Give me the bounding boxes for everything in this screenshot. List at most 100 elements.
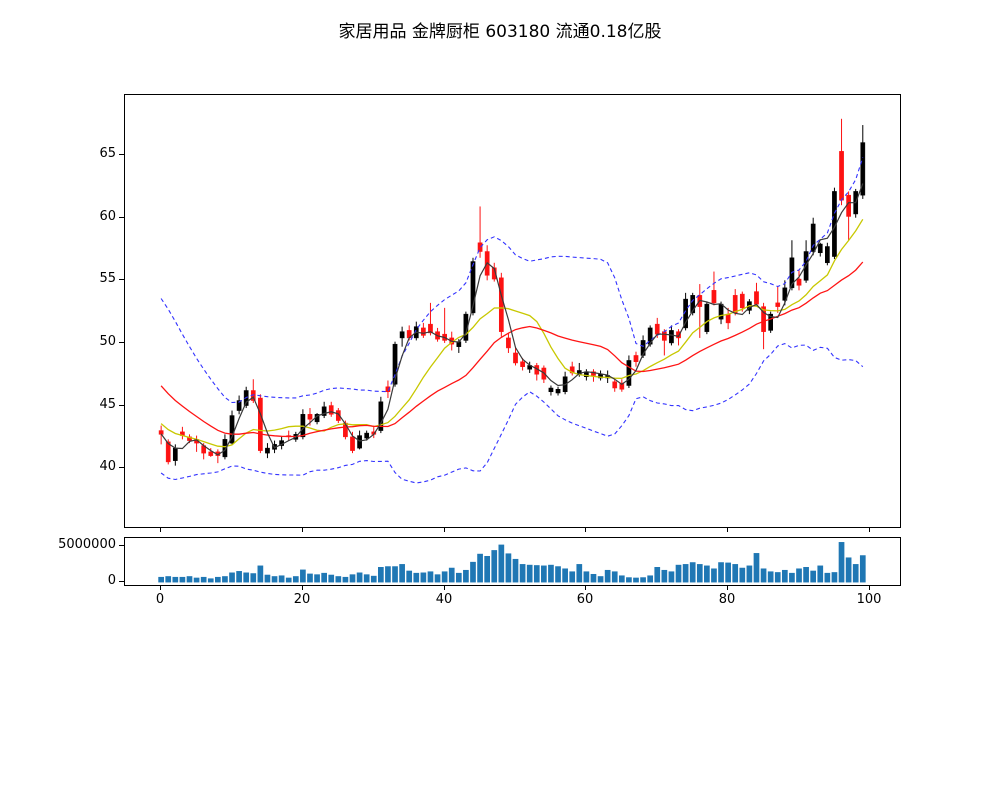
x-tick-label: 0 — [155, 592, 165, 607]
candle-body — [690, 295, 696, 314]
candle-body — [704, 303, 710, 332]
candle-body — [335, 410, 341, 421]
candle-body — [612, 381, 618, 389]
x-tick-mark — [302, 585, 303, 590]
volume-bar — [661, 569, 668, 583]
volume-bar — [548, 564, 554, 583]
volume-bar — [378, 567, 384, 583]
price-xtick-mark — [444, 527, 445, 532]
volume-bar — [760, 568, 767, 583]
volume-bar — [463, 569, 469, 583]
x-tick-mark — [585, 585, 586, 590]
bollinger-upper-line — [160, 157, 864, 404]
candle-body — [591, 371, 596, 376]
volume-bar — [852, 564, 859, 583]
volume-bar — [342, 576, 349, 583]
volume-bar — [385, 566, 391, 583]
volume-bar — [179, 576, 186, 583]
volume-bar — [725, 562, 731, 583]
candle-body — [520, 361, 525, 367]
candle-body — [661, 331, 667, 341]
volume-tick-mark — [119, 545, 124, 546]
volume-bar — [633, 577, 639, 583]
price-panel — [124, 94, 901, 528]
x-tick-mark — [727, 585, 728, 590]
candle-body — [470, 261, 476, 314]
volume-bar — [420, 572, 427, 583]
x-tick-label: 80 — [718, 592, 736, 607]
candle-body — [768, 313, 774, 331]
volume-bar — [689, 562, 696, 583]
volume-bar — [207, 578, 214, 583]
candle-body — [782, 287, 788, 301]
candle-body — [754, 291, 759, 305]
volume-bar — [264, 574, 271, 583]
candle-body — [548, 387, 554, 393]
candle-body — [775, 302, 781, 307]
candle-body — [732, 295, 738, 314]
candle-body — [839, 151, 844, 201]
volume-bar — [810, 570, 817, 583]
volume-bar — [158, 576, 164, 583]
volume-bar — [746, 565, 753, 583]
candle-body — [817, 243, 823, 254]
candle-body — [343, 422, 348, 438]
price-tick-mark — [119, 405, 124, 406]
candle-body — [350, 436, 355, 451]
volume-bar — [817, 565, 824, 583]
x-tick-mark — [444, 585, 445, 590]
price-xtick-mark — [160, 527, 161, 532]
candle-body — [378, 401, 384, 431]
candle-body — [165, 441, 171, 463]
volume-bar — [321, 572, 328, 583]
volume-bar — [314, 574, 320, 583]
volume-bar — [200, 576, 207, 583]
volume-bar — [399, 564, 405, 583]
volume-bar — [739, 567, 746, 583]
volume-bar — [541, 565, 547, 583]
x-tick-mark — [869, 585, 870, 590]
price-xtick-mark — [869, 527, 870, 532]
volume-bar — [250, 573, 257, 583]
price-tick-mark — [119, 279, 124, 280]
volume-bar — [533, 565, 540, 583]
candle-body — [236, 400, 242, 411]
candle-body — [265, 447, 270, 454]
candle-body — [208, 451, 214, 456]
x-tick-label: 60 — [576, 592, 594, 607]
candle-body — [846, 194, 851, 217]
price-tick-label: 55 — [99, 271, 116, 286]
volume-bar — [555, 566, 561, 583]
volume-bar — [732, 564, 739, 583]
candle-body — [222, 439, 228, 458]
volume-bar — [186, 576, 193, 583]
volume-bar — [349, 574, 356, 583]
volume-bar — [413, 572, 420, 583]
volume-bar — [271, 576, 278, 583]
volume-bar — [236, 571, 242, 583]
price-tick-label: 50 — [99, 334, 116, 349]
candle-body — [654, 323, 660, 335]
volume-bar — [519, 564, 526, 583]
volume-bar — [292, 576, 299, 583]
volume-panel — [124, 537, 901, 586]
candle-body — [328, 405, 334, 415]
candle-body — [229, 415, 235, 444]
volume-bar — [363, 574, 370, 583]
candle-body — [258, 397, 263, 451]
volume-bar — [774, 572, 781, 583]
volume-bar — [165, 576, 172, 583]
volume-bar — [718, 562, 724, 583]
price-xtick-mark — [302, 527, 303, 532]
volume-bar — [597, 576, 604, 583]
x-tick-label: 100 — [856, 592, 882, 607]
candle-body — [796, 278, 802, 286]
bollinger-lower-line — [160, 342, 864, 484]
candle-body — [477, 242, 483, 252]
volume-bar — [278, 575, 285, 583]
candle-body — [357, 435, 362, 449]
volume-bar — [427, 571, 434, 583]
volume-bar — [668, 571, 675, 583]
volume-bar — [859, 555, 866, 583]
